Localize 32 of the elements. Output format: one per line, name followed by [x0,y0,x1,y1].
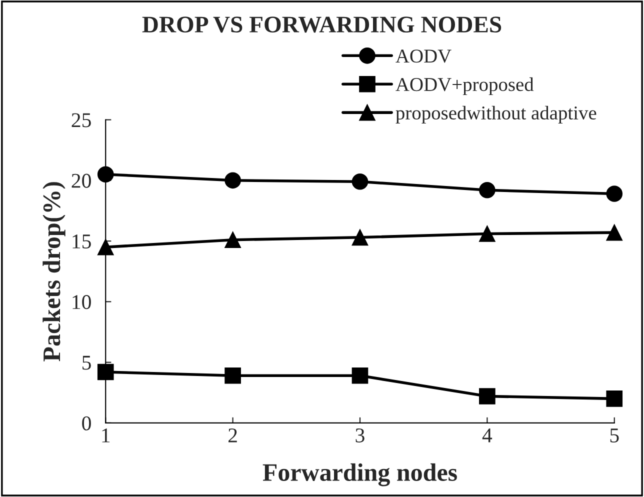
x-tick-label: 4 [482,428,492,442]
x-tick-label: 1 [102,428,110,442]
x-tick-label: 2 [228,428,237,442]
legend-label: proposedwithout adaptive [396,106,596,124]
point [479,388,496,404]
point [352,229,368,246]
point [606,224,623,241]
y-tick-label: 15 [72,234,91,248]
x-tick-label: 5 [610,428,619,442]
legend-label: AODV [396,50,452,63]
point [606,186,623,202]
point [224,367,241,384]
point [479,226,496,242]
point [224,232,241,248]
point [97,238,114,256]
point [97,166,114,183]
x-axis-title: Forwarding nodes [262,463,457,486]
y-tick-label: 5 [82,356,91,370]
point [352,173,368,190]
y-tick-label: 0 [82,416,91,430]
y-tick-label: 25 [72,113,91,128]
point [97,364,114,380]
chart-title: DROP VS FORWARDING NODES [142,16,502,33]
point [606,390,623,407]
point [352,367,368,384]
point [479,182,496,198]
y-axis-title: Packets drop(%) [42,182,66,362]
legend-label: AODV+proposed [396,77,534,96]
y-tick-label: 20 [72,174,91,188]
x-tick-label: 3 [356,428,364,442]
y-tick-label: 10 [72,295,91,310]
point [224,172,241,189]
